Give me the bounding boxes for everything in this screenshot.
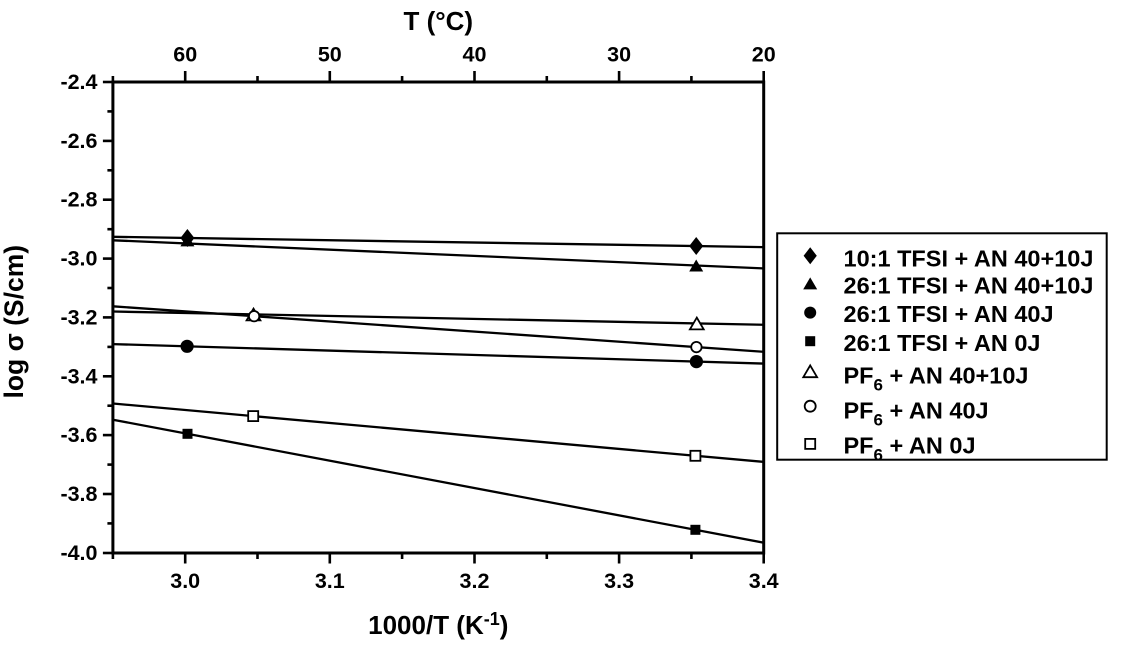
svg-text:T (°C): T (°C) — [403, 6, 473, 36]
svg-text:-3.4: -3.4 — [60, 364, 97, 388]
svg-text:40: 40 — [463, 43, 487, 67]
svg-text:30: 30 — [607, 43, 631, 67]
svg-text:-2.8: -2.8 — [60, 188, 97, 212]
svg-text:26:1 TFSI + AN 40+10J: 26:1 TFSI + AN 40+10J — [844, 273, 1094, 299]
svg-text:-2.4: -2.4 — [60, 70, 97, 94]
svg-text:60: 60 — [173, 43, 197, 67]
svg-text:-3.2: -3.2 — [60, 305, 97, 329]
svg-text:3.1: 3.1 — [315, 569, 345, 593]
svg-text:3.2: 3.2 — [460, 569, 490, 593]
svg-text:-3.0: -3.0 — [60, 247, 97, 271]
svg-text:-2.6: -2.6 — [60, 129, 97, 153]
svg-text:-3.6: -3.6 — [60, 423, 97, 447]
svg-text:50: 50 — [318, 43, 342, 67]
svg-text:-3.8: -3.8 — [60, 482, 97, 506]
svg-text:20: 20 — [752, 43, 776, 67]
svg-text:26:1 TFSI + AN 40J: 26:1 TFSI + AN 40J — [844, 301, 1054, 327]
svg-text:3.4: 3.4 — [749, 569, 779, 593]
svg-text:10:1 TFSI + AN 40+10J: 10:1 TFSI + AN 40+10J — [844, 246, 1094, 272]
svg-text:log σ (S/cm): log σ (S/cm) — [0, 245, 29, 399]
svg-text:26:1 TFSI + AN 0J: 26:1 TFSI + AN 0J — [844, 330, 1041, 356]
svg-text:3.3: 3.3 — [604, 569, 634, 593]
svg-text:3.0: 3.0 — [170, 569, 200, 593]
svg-text:-4.0: -4.0 — [60, 541, 97, 565]
